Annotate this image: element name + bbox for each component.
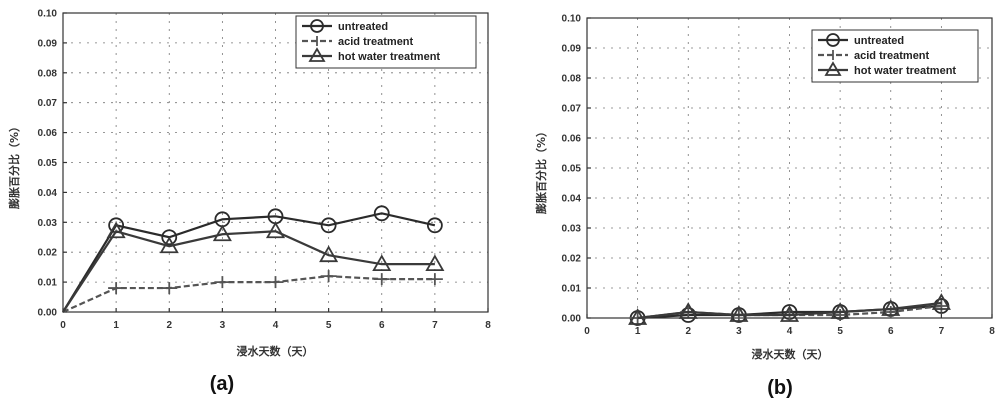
x-tick-label: 6 (888, 326, 894, 337)
y-tick-label: 0.10 (562, 14, 582, 25)
data-point-acid-treatment (214, 276, 231, 289)
data-point-hot-water-treatment (425, 254, 445, 272)
y-tick-label: 0.06 (562, 134, 582, 145)
y-tick-label: 0.06 (38, 128, 58, 139)
data-point-hot-water-treatment (212, 224, 232, 242)
x-tick-label: 7 (939, 326, 945, 337)
y-tick-label: 0.00 (562, 314, 582, 325)
y-tick-label: 0.05 (38, 158, 58, 169)
data-point-acid-treatment (320, 270, 337, 283)
chart-panel-b: 0.00 0.01 0.02 0.03 0.04 0.05 0.06 0.07 0.08 0.09… (534, 14, 995, 400)
data-point-hot-water-treatment (159, 236, 179, 254)
panel-label: (a) (210, 373, 234, 395)
x-axis-label: 浸水天数（天） (237, 344, 314, 358)
legend-item-acid-treatment: acid treatment (818, 50, 930, 62)
y-tick-label: 0.01 (562, 284, 582, 295)
y-tick-label: 0.09 (562, 44, 582, 55)
data-point-acid-treatment (161, 282, 178, 295)
legend-label: acid treatment (338, 36, 414, 48)
y-tick-label: 0.03 (562, 224, 582, 235)
legend-marker-circle (310, 19, 324, 33)
data-point-untreated (426, 217, 443, 234)
panel-label: (b) (767, 377, 793, 399)
data-point-hot-water-treatment (830, 302, 850, 319)
data-point-hot-water-treatment (881, 299, 901, 316)
data-point-untreated (373, 205, 390, 222)
data-point-hot-water-treatment (779, 305, 800, 322)
y-tick-label: 0.08 (38, 68, 58, 79)
series-line-hot-water-treatment (637, 301, 942, 320)
x-tick-label: 0 (60, 320, 66, 331)
x-tick-label: 2 (166, 320, 172, 331)
y-axis-label: 膨胀百分比（%） (7, 121, 21, 210)
legend-item-hot-water-treatment: hot water treatment (818, 61, 956, 77)
data-point-hot-water-treatment (931, 293, 951, 310)
series-line-acid-treatment (62, 275, 435, 314)
data-point-hot-water-treatment (628, 308, 648, 325)
x-tick-label: 1 (635, 326, 641, 337)
x-axis-label: 浸水天数（天） (752, 347, 829, 361)
y-tick-label: 0.09 (38, 38, 58, 49)
legend-label: hot water treatment (338, 51, 440, 63)
series-line-untreated (62, 212, 436, 313)
y-tick-label: 0.05 (562, 164, 582, 175)
data-point-hot-water-treatment (106, 221, 126, 239)
data-point-acid-treatment (426, 273, 443, 286)
x-tick-label: 6 (379, 320, 385, 331)
y-axis-label: 膨胀百分比（%） (534, 126, 548, 215)
data-point-acid-treatment (108, 282, 125, 295)
y-tick-label: 0.02 (38, 248, 58, 259)
legend-label: hot water treatment (854, 65, 956, 77)
data-point-hot-water-treatment (265, 221, 286, 239)
x-tick-label: 7 (432, 320, 438, 331)
x-tick-label: 2 (685, 326, 691, 337)
y-tick-label: 0.02 (562, 254, 582, 265)
legend-marker-triangle (308, 47, 326, 62)
data-point-hot-water-treatment (729, 305, 749, 322)
x-tick-label: 4 (787, 326, 793, 337)
x-tick-label: 3 (736, 326, 742, 337)
x-tick-label: 8 (989, 326, 995, 337)
x-tick-label: 5 (326, 320, 332, 331)
y-tick-label: 0.04 (38, 188, 58, 199)
data-point-hot-water-treatment (678, 302, 698, 319)
data-point-acid-treatment (267, 276, 284, 289)
legend: untreated acid treatment hot water treatme… (811, 29, 979, 83)
data-point-hot-water-treatment (372, 254, 392, 272)
x-tick-label: 8 (485, 320, 491, 331)
y-tick-label: 0.00 (38, 308, 58, 319)
data-point-hot-water-treatment (319, 245, 339, 263)
x-tick-label: 5 (837, 326, 843, 337)
legend: untreated acid treatment hot water treatme… (295, 15, 477, 69)
chart-panel-a: 0.00 0.01 0.02 0.03 0.04 0.05 0.06 0.07 0.08 0.09… (7, 9, 491, 396)
y-tick-label: 0.10 (38, 9, 58, 20)
y-tick-label: 0.07 (38, 98, 58, 109)
x-tick-label: 4 (273, 320, 279, 331)
y-tick-label: 0.04 (562, 194, 582, 205)
y-tick-label: 0.03 (38, 218, 58, 229)
data-point-untreated (320, 217, 337, 234)
legend-item-acid-treatment: acid treatment (302, 36, 414, 48)
series-line-hot-water-treatment (62, 229, 435, 313)
data-point-acid-treatment (373, 273, 390, 286)
legend-label: untreated (854, 35, 904, 47)
legend-marker-circle (826, 33, 840, 47)
x-tick-label: 3 (220, 320, 226, 331)
y-tick-label: 0.08 (562, 74, 582, 85)
legend-item-untreated: untreated (818, 33, 904, 47)
data-point-untreated (161, 229, 178, 246)
y-tick-label: 0.07 (562, 104, 582, 115)
legend-label: untreated (338, 21, 388, 33)
legend-label: acid treatment (854, 50, 930, 62)
y-tick-label: 0.01 (38, 278, 58, 289)
legend-item-untreated: untreated (302, 19, 388, 33)
legend-item-hot-water-treatment: hot water treatment (302, 47, 440, 63)
legend-marker-triangle (824, 61, 842, 76)
x-tick-label: 1 (113, 320, 119, 331)
x-tick-label: 0 (584, 326, 590, 337)
